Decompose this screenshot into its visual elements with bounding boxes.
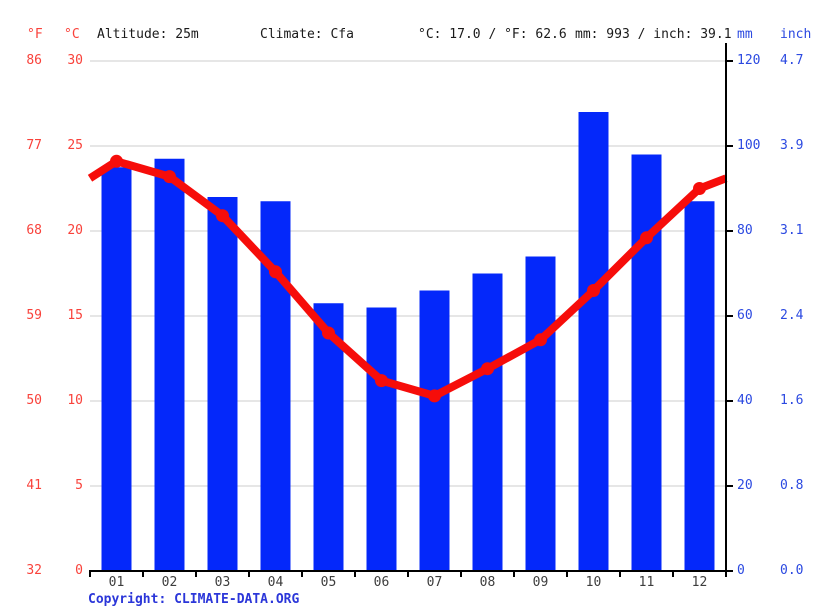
month-label: 02	[161, 575, 178, 590]
temperature-point[interactable]	[640, 231, 653, 245]
temperature-point[interactable]	[587, 284, 600, 297]
celsius-axis-title: °C	[64, 27, 80, 42]
mm-tick: 60	[737, 308, 753, 323]
precipitation-bar[interactable]	[366, 307, 397, 572]
precipitation-bar[interactable]	[525, 256, 556, 572]
temperature-point[interactable]	[269, 265, 282, 279]
copyright-line: Copyright: CLIMATE-DATA.ORG	[88, 592, 299, 607]
inch-tick: 2.4	[780, 308, 804, 323]
mm-tick: 0	[737, 563, 745, 578]
month-label: 01	[108, 575, 125, 590]
mm-axis-title: mm	[737, 27, 753, 42]
precipitation-bar[interactable]	[154, 158, 185, 571]
temperature-point[interactable]	[110, 154, 123, 168]
inch-tick: 0.8	[780, 478, 804, 493]
month-label: 09	[532, 575, 549, 590]
precipitation-bar[interactable]	[684, 201, 715, 571]
mm-tick: 20	[737, 478, 753, 493]
month-label: 08	[479, 575, 496, 590]
mm-tick: 100	[737, 138, 761, 153]
month-label: 03	[214, 575, 231, 590]
celsius-tick: 20	[67, 223, 83, 238]
precipitation-bar[interactable]	[313, 303, 344, 571]
fahrenheit-tick: 59	[26, 308, 42, 323]
climate-classification-info: Climate: Cfa	[260, 27, 354, 42]
fahrenheit-tick: 68	[26, 223, 42, 238]
temperature-point[interactable]	[375, 374, 388, 388]
temperature-point[interactable]	[163, 170, 176, 184]
temperature-point[interactable]	[322, 326, 335, 340]
inch-tick: 0.0	[780, 563, 804, 578]
temperature-point[interactable]	[693, 182, 706, 195]
inch-axis-title: inch	[780, 27, 812, 42]
fahrenheit-tick: 41	[26, 478, 42, 493]
altitude-info: Altitude: 25m	[97, 27, 199, 42]
celsius-tick: 15	[67, 308, 83, 323]
celsius-tick: 0	[75, 563, 83, 578]
mm-tick: 120	[737, 53, 761, 68]
fahrenheit-axis-title: °F	[27, 27, 43, 42]
temperature-line	[87, 157, 728, 400]
month-label: 06	[373, 575, 390, 590]
fahrenheit-tick: 86	[26, 53, 42, 68]
celsius-tick: 5	[75, 478, 83, 493]
precipitation-bar[interactable]	[101, 167, 132, 571]
celsius-tick: 25	[67, 138, 83, 153]
temperature-point[interactable]	[481, 362, 494, 376]
month-label: 04	[267, 575, 284, 590]
celsius-tick: 10	[67, 393, 83, 408]
inch-tick: 3.9	[780, 138, 804, 153]
celsius-tick: 30	[67, 53, 83, 68]
month-label: 12	[691, 575, 708, 590]
temperature-point[interactable]	[216, 209, 229, 223]
month-label: 10	[585, 575, 602, 590]
inch-tick: 4.7	[780, 53, 804, 68]
copyright-label: Copyright:	[88, 592, 175, 607]
mm-tick: 80	[737, 223, 753, 238]
climate-data-org-link[interactable]: CLIMATE-DATA.ORG	[174, 592, 300, 607]
annual-precipitation-info: mm: 993 / inch: 39.1	[575, 27, 732, 42]
precipitation-bar[interactable]	[207, 197, 238, 571]
temperature-point[interactable]	[534, 333, 547, 347]
fahrenheit-tick: 32	[26, 563, 42, 578]
month-label: 11	[638, 575, 655, 590]
month-label: 05	[320, 575, 337, 590]
month-label: 07	[426, 575, 443, 590]
mm-tick: 40	[737, 393, 753, 408]
fahrenheit-tick: 77	[26, 138, 42, 153]
precipitation-bar[interactable]	[578, 112, 609, 571]
precipitation-bar[interactable]	[631, 154, 662, 572]
temperature-point[interactable]	[428, 389, 441, 403]
precipitation-bar[interactable]	[419, 290, 450, 572]
mean-temperature-info: °C: 17.0 / °F: 62.6	[418, 27, 567, 42]
precipitation-bar[interactable]	[472, 273, 503, 572]
fahrenheit-tick: 50	[26, 393, 42, 408]
inch-tick: 3.1	[780, 223, 804, 238]
inch-tick: 1.6	[780, 393, 804, 408]
